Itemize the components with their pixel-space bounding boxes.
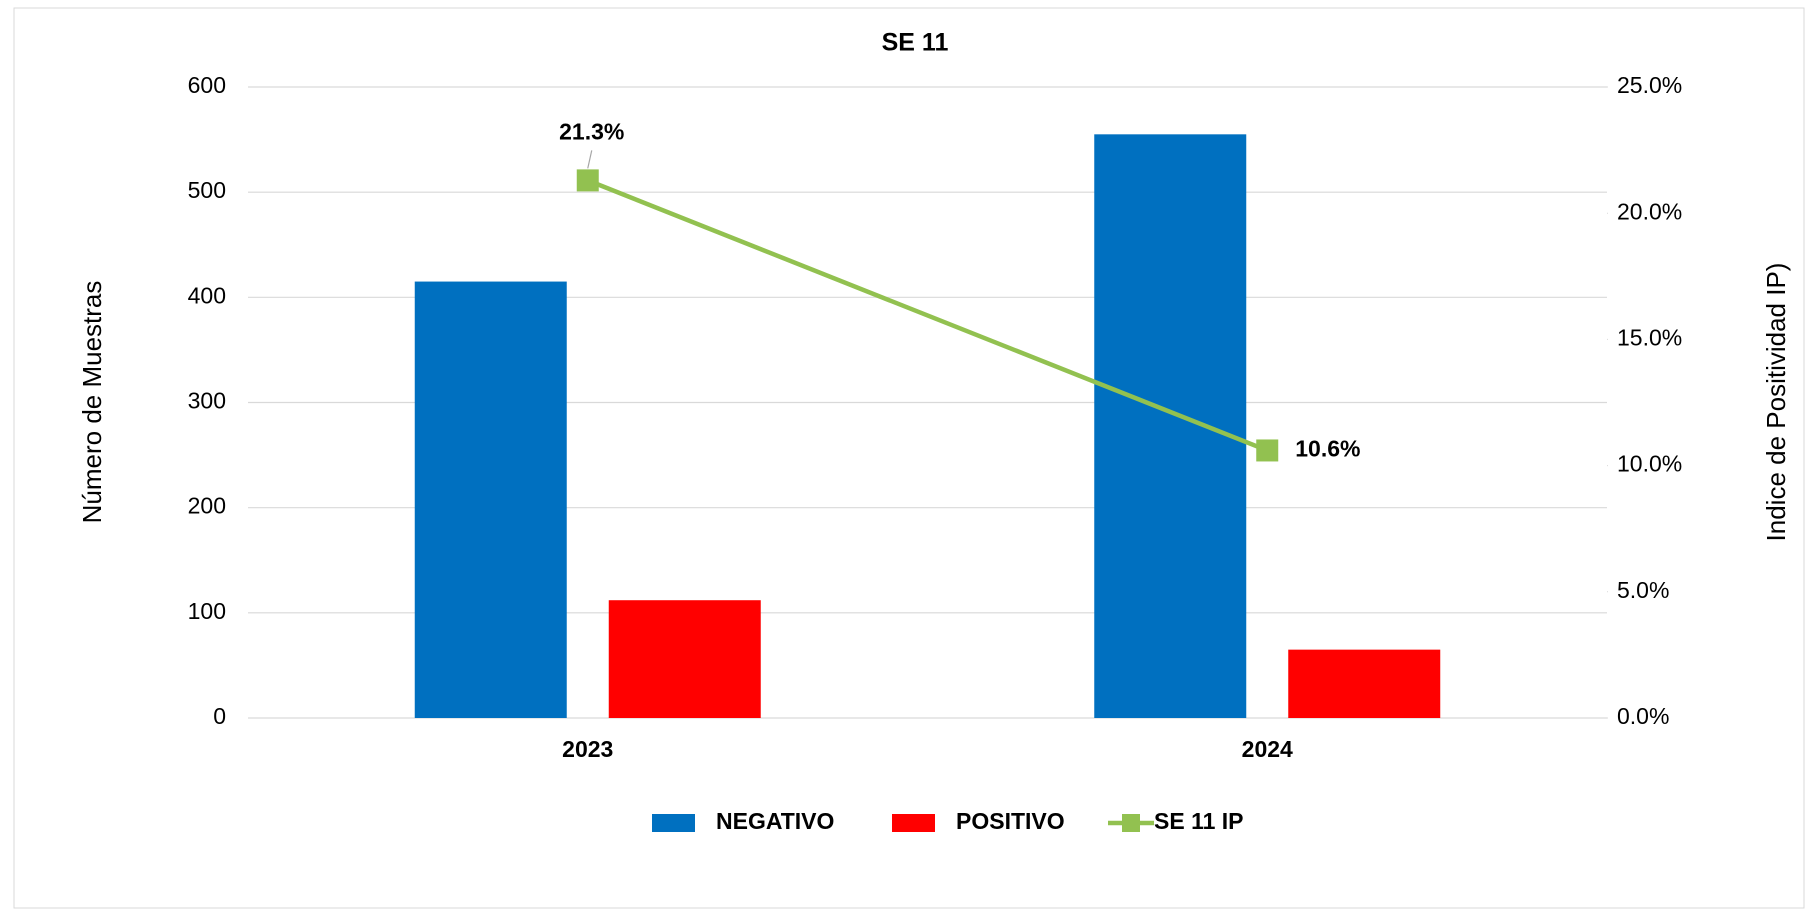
y2-axis-title: Indice de Positividad IP) bbox=[1761, 263, 1791, 542]
y-tick-label: 500 bbox=[188, 177, 226, 203]
line-marker bbox=[576, 169, 599, 192]
y2-tick-label: 20.0% bbox=[1617, 198, 1682, 224]
x-tick-label: 2024 bbox=[1242, 736, 1293, 762]
chart-title: SE 11 bbox=[882, 29, 949, 57]
y2-tick-label: 25.0% bbox=[1617, 72, 1682, 98]
line bbox=[586, 178, 1269, 453]
y2-tick-label: 0.0% bbox=[1617, 703, 1669, 729]
y-tick-label: 200 bbox=[188, 493, 226, 519]
y2-tick-label: 10.0% bbox=[1617, 451, 1682, 477]
bar bbox=[608, 600, 761, 718]
y-tick-label: 600 bbox=[188, 72, 226, 98]
legend-label: NEGATIVO bbox=[716, 808, 834, 834]
y-axis-title: Número de Muestras bbox=[77, 281, 107, 524]
bar bbox=[1288, 649, 1441, 718]
bar bbox=[414, 281, 567, 718]
legend-swatch bbox=[652, 814, 695, 832]
bar bbox=[1094, 134, 1247, 718]
y-tick-label: 100 bbox=[188, 598, 226, 624]
chart-frame bbox=[13, 7, 1805, 909]
data-label: 21.3% bbox=[559, 118, 624, 144]
legend-marker bbox=[1122, 814, 1140, 832]
data-label: 10.6% bbox=[1295, 436, 1360, 462]
y2-tick-label: 15.0% bbox=[1617, 324, 1682, 350]
y-tick-label: 400 bbox=[188, 282, 226, 308]
legend-label: POSITIVO bbox=[956, 808, 1065, 834]
line-marker bbox=[1256, 439, 1279, 462]
y2-tick-label: 5.0% bbox=[1617, 577, 1669, 603]
x-tick-label: 2023 bbox=[562, 736, 613, 762]
legend-label: SE 11 IP bbox=[1154, 808, 1244, 834]
y-tick-label: 300 bbox=[188, 388, 226, 414]
y-tick-label: 0 bbox=[213, 703, 226, 729]
legend-swatch bbox=[892, 814, 935, 832]
leader-line bbox=[587, 150, 593, 169]
